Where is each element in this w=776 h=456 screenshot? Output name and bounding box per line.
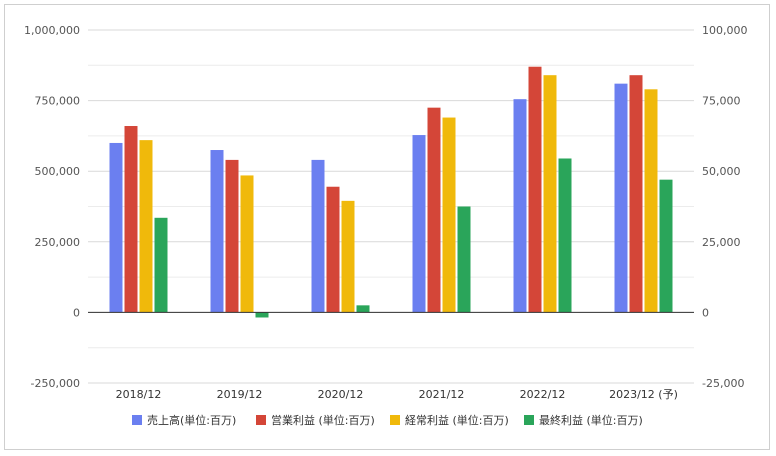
legend-label: 売上高(単位:百万): [147, 413, 236, 427]
right-axis-tick-label: 50,000: [702, 165, 741, 178]
bar-4-6: [659, 179, 673, 313]
bar-4-1: [154, 217, 168, 313]
left-axis-tick-label: 750,000: [35, 95, 81, 108]
bar-1-5: [513, 99, 527, 313]
left-axis-tick-label: 500,000: [35, 165, 81, 178]
category-label: 2023/12 (予): [609, 388, 678, 401]
category-labels: 2018/12 2019/12 2020/12 2021/12 2022/12 2023/…: [116, 388, 678, 401]
legend: 売上高(単位:百万) 営業利益 (単位:百万) 経常利益 (単位:百万) 最終利益 (…: [132, 413, 643, 427]
bar-1-4: [412, 135, 426, 313]
legend-swatch: [524, 415, 534, 425]
bar-3-2: [240, 175, 254, 313]
right-axis-ticks: -25,000 0 25,000 50,000 75,000 100,000: [702, 24, 748, 390]
legend-swatch: [390, 415, 400, 425]
bar-3-6: [644, 89, 658, 313]
category-label: 2018/12: [116, 388, 162, 401]
bar-2-6: [629, 75, 643, 313]
right-axis-tick-label: 0: [702, 306, 709, 319]
left-axis-tick-label: 1,000,000: [24, 24, 80, 37]
bar-3-3: [341, 200, 355, 313]
bar-4-2: [255, 312, 269, 318]
right-axis-tick-label: 25,000: [702, 236, 741, 249]
bar-1-3: [311, 159, 325, 313]
bar-4-5: [558, 158, 572, 313]
category-label: 2022/12: [520, 388, 566, 401]
bar-3-1: [139, 140, 153, 313]
bar-2-2: [225, 159, 239, 313]
bar-2-5: [528, 66, 542, 313]
bar-1-1: [109, 142, 123, 313]
bar-3-5: [543, 75, 557, 313]
left-axis-ticks: -250,000 0 250,000 500,000 750,000 1,000,000: [24, 24, 80, 390]
bar-1-2: [210, 150, 224, 313]
bar-3-4: [442, 117, 456, 313]
right-axis-tick-label: 75,000: [702, 95, 741, 108]
right-axis-tick-label: 100,000: [702, 24, 748, 37]
legend-label: 最終利益 (単位:百万): [539, 413, 643, 427]
left-axis-tick-label: 0: [73, 306, 80, 319]
legend-label: 経常利益 (単位:百万): [405, 413, 509, 427]
category-label: 2019/12: [217, 388, 263, 401]
bar-2-4: [427, 107, 441, 313]
legend-swatch: [132, 415, 142, 425]
legend-label: 営業利益 (単位:百万): [271, 413, 375, 427]
legend-swatch: [256, 415, 266, 425]
right-axis-tick-label: -25,000: [702, 377, 744, 390]
bar-1-6: [614, 83, 628, 313]
category-label: 2021/12: [419, 388, 465, 401]
category-label: 2020/12: [318, 388, 364, 401]
bar-2-3: [326, 186, 340, 313]
bar-2-1: [124, 126, 138, 313]
bar-4-3: [356, 305, 370, 313]
left-axis-tick-label: 250,000: [35, 236, 81, 249]
left-axis-tick-label: -250,000: [31, 377, 80, 390]
gridlines: [88, 29, 694, 384]
bars: [109, 66, 673, 318]
bar-4-4: [457, 206, 471, 313]
